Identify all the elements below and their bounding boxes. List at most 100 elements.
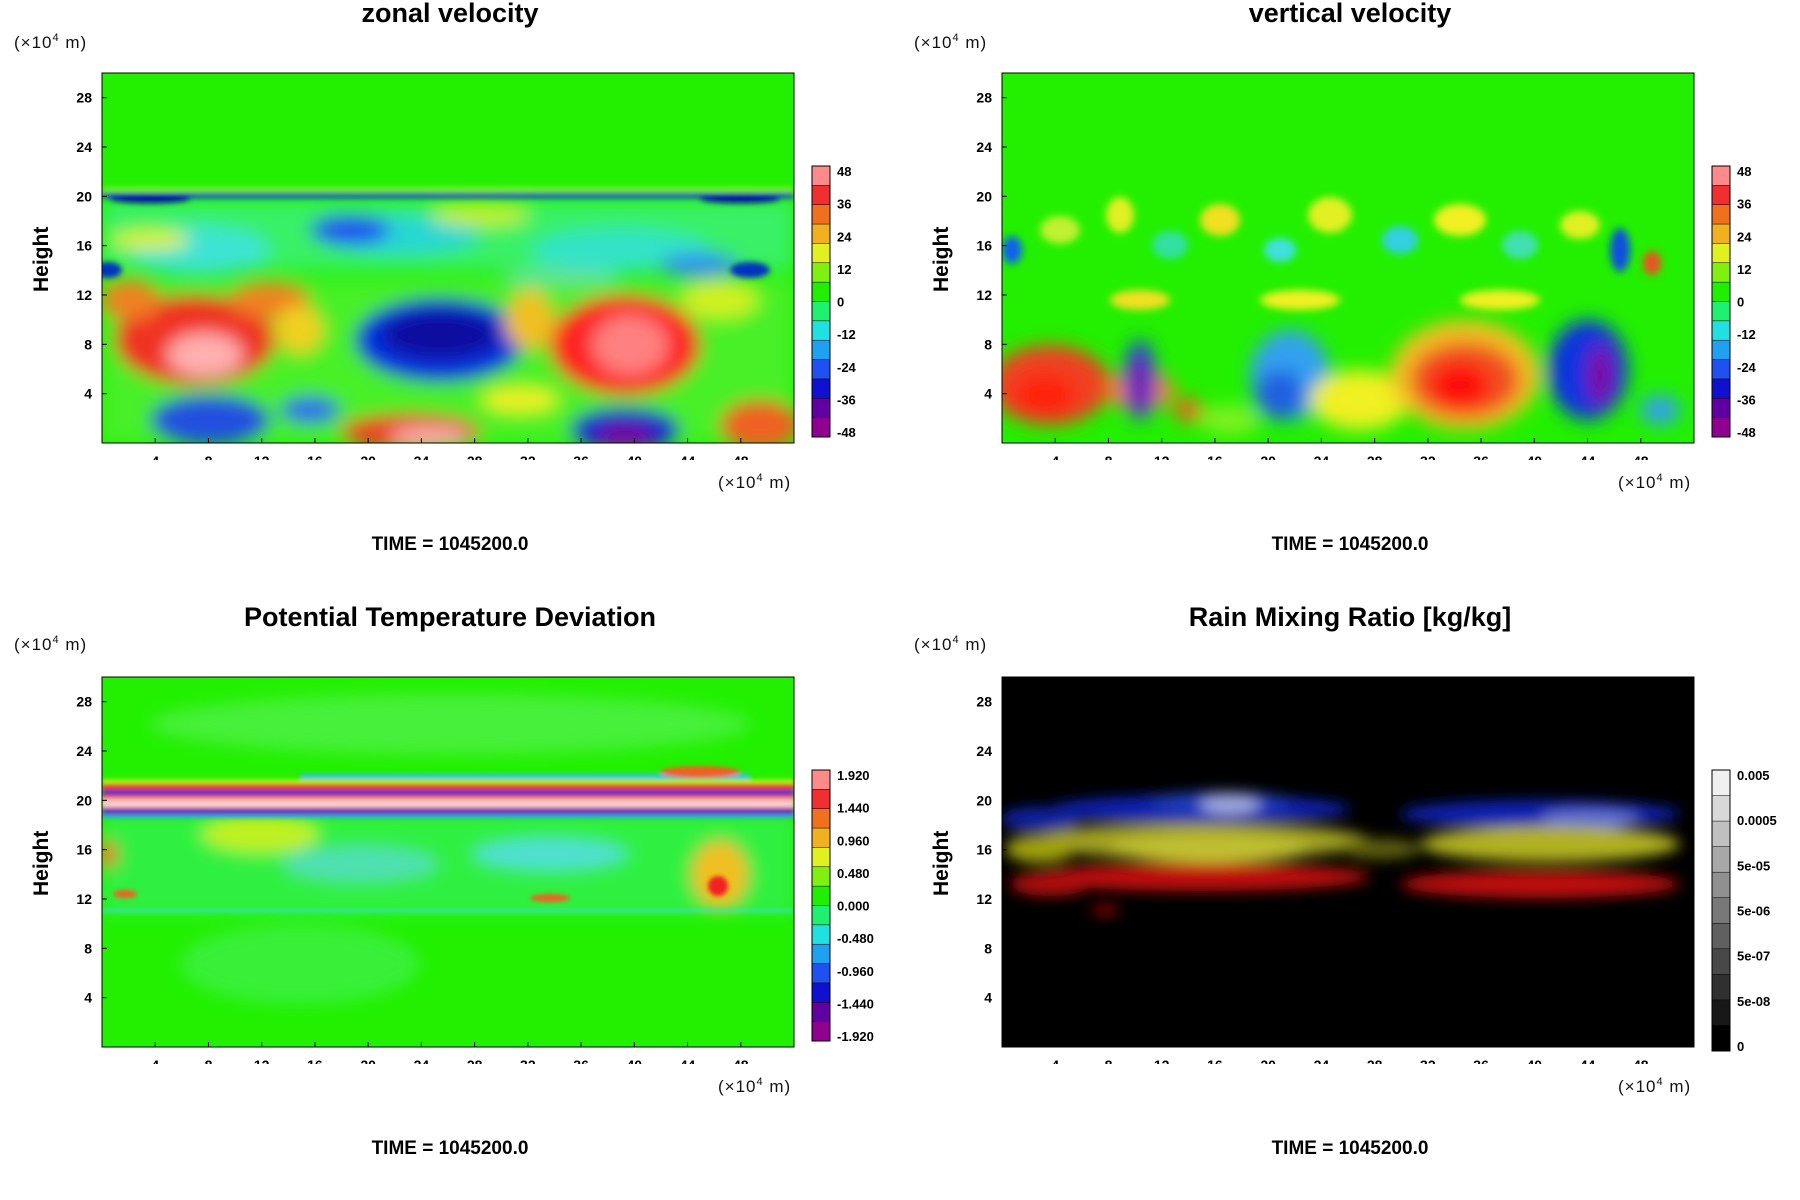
colorbar-segment: [812, 320, 830, 341]
colorbar-segment: [1712, 897, 1730, 924]
colorbar-frame: [811, 165, 831, 438]
colorbar-segment: [812, 944, 830, 965]
chart-panel-zonal-velocity: zonal velocity (×104 m) Height: [0, 0, 900, 600]
colorbar-segment: [812, 1021, 830, 1042]
colorbar-segment: [812, 847, 830, 868]
colorbar-segment: [1712, 185, 1730, 206]
colorbar-label: -0.480: [837, 931, 874, 946]
colorbar-label: -1.440: [837, 996, 874, 1011]
y-tick-label: 20: [976, 792, 992, 808]
colorbar-label: 36: [1737, 197, 1751, 212]
y-tick-label: 12: [976, 891, 992, 907]
colorbar-segment: [812, 808, 830, 829]
colorbar-label: 0.000: [837, 899, 870, 914]
chart-panel-rain-mixing-ratio: Rain Mixing Ratio [kg/kg] (×104 m) Heigh…: [900, 600, 1800, 1200]
colorbar-label: 36: [837, 197, 851, 212]
y-tick-label: 4: [984, 386, 992, 402]
colorbar-label: 1.440: [837, 801, 870, 816]
x-axis-unit: (×104 m): [718, 1076, 792, 1096]
colorbar-label: 0.005: [1737, 768, 1770, 783]
y-tick-label: 24: [976, 139, 992, 155]
y-tick-label: 16: [76, 238, 92, 254]
colorbar-segment: [1712, 417, 1730, 438]
y-tick-label: 4: [84, 386, 92, 402]
x-tick-label: 24: [414, 453, 430, 460]
colorbar-segment: [1712, 320, 1730, 341]
colorbar-label: 0.480: [837, 866, 870, 881]
x-tick-label: 4: [1051, 453, 1059, 460]
chart-title: vertical velocity: [1248, 0, 1452, 28]
x-tick-label: 28: [1367, 453, 1383, 460]
x-axis-ticks: 4812162024283236404448: [151, 1042, 749, 1064]
x-axis-unit: (×104 m): [1618, 472, 1692, 492]
x-tick-label: 8: [205, 453, 213, 460]
colorbar-segment: [812, 262, 830, 283]
x-tick-label: 20: [360, 1057, 376, 1064]
colorbar-segment: [812, 185, 830, 206]
y-axis-unit: (×104 m): [14, 634, 88, 654]
colorbar-segment: [1712, 923, 1730, 950]
colorbar-label: -12: [1737, 327, 1756, 342]
colorbar-segment: [1712, 224, 1730, 244]
colorbar-segment: [1712, 359, 1730, 380]
colorbar-segment: [812, 866, 830, 887]
x-tick-label: 16: [307, 453, 323, 460]
colorbar-label: 5e-06: [1737, 904, 1770, 919]
y-tick-label: 20: [976, 188, 992, 204]
colorbar-label: -24: [837, 360, 857, 375]
colorbar-segment: [812, 1002, 830, 1023]
x-tick-label: 48: [733, 453, 749, 460]
colorbar-segment: [812, 378, 830, 399]
colorbar-segment: [812, 982, 830, 1003]
x-tick-label: 28: [467, 453, 483, 460]
x-tick-label: 20: [360, 453, 376, 460]
colorbar-label: 1.920: [837, 768, 870, 783]
x-tick-label: 36: [1473, 1057, 1489, 1064]
y-tick-label: 8: [84, 940, 92, 956]
colorbar-label: 12: [837, 262, 851, 277]
y-tick-label: 24: [976, 743, 992, 759]
chart-title: Rain Mixing Ratio [kg/kg]: [1188, 602, 1512, 632]
colorbar-segment: [1712, 795, 1730, 822]
y-axis-ticks: 4 8 12 16 20 24 28: [76, 694, 107, 1006]
colorbar-label: 0: [1737, 295, 1744, 310]
time-label: TIME = 1045200.0: [1271, 534, 1429, 555]
colorbar-label: -48: [1737, 425, 1756, 440]
y-tick-label: 12: [76, 891, 92, 907]
x-tick-label: 28: [1367, 1057, 1383, 1064]
colorbar-segment: [812, 282, 830, 302]
colorbar-label: 48: [1737, 164, 1751, 179]
colorbar-segment: [812, 886, 830, 906]
colorbar-segment: [1712, 204, 1730, 225]
y-tick-label: 28: [976, 694, 992, 710]
x-tick-label: 16: [1207, 453, 1223, 460]
colorbar-segment: [812, 166, 830, 186]
colorbar-segment: [812, 301, 830, 322]
colorbar-segment: [1712, 974, 1730, 1001]
y-axis-unit: (×104 m): [14, 32, 88, 52]
colorbar-frame: [1711, 769, 1731, 1052]
colorbar-label: 24: [837, 229, 852, 244]
colorbar-segment: [812, 224, 830, 244]
colorbar-label: -24: [1737, 360, 1757, 375]
x-tick-label: 48: [1633, 1057, 1649, 1064]
colorbar-label: -0.960: [837, 964, 874, 979]
colorbar-segment: [812, 204, 830, 225]
colorbar-label: -36: [837, 392, 856, 407]
colorbar: 0.005 0.0005 5e-05 5e-06 5e-07 5e-08 0: [1711, 768, 1777, 1054]
colorbar-segment: [1712, 821, 1730, 848]
time-label: TIME = 1045200.0: [371, 534, 529, 555]
x-axis-unit: (×104 m): [1618, 1076, 1692, 1096]
colorbar-segment: [1712, 999, 1730, 1026]
x-tick-label: 12: [254, 453, 270, 460]
colorbar-segment: [812, 398, 830, 419]
x-tick-label: 12: [1154, 453, 1170, 460]
colorbar-segment: [1712, 340, 1730, 361]
y-tick-label: 8: [984, 336, 992, 352]
y-axis-ticks: 4 8 12 16 20 24 28: [976, 694, 1007, 1006]
x-tick-label: 4: [151, 1057, 159, 1064]
colorbar-segment: [812, 770, 830, 790]
x-axis-unit: (×104 m): [718, 472, 792, 492]
x-tick-label: 40: [627, 453, 643, 460]
